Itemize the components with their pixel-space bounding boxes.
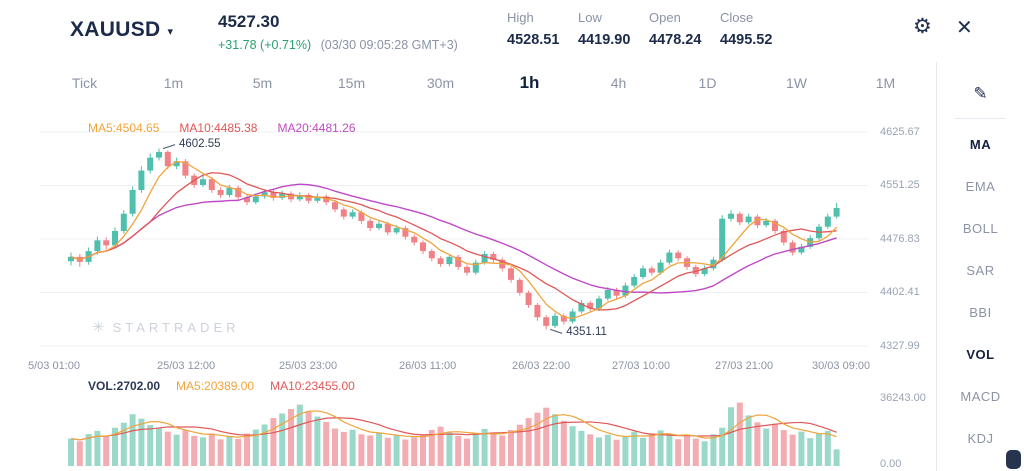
quote-timestamp: (03/30 09:05:28 GMT+3)	[320, 38, 458, 52]
price-axis-label: 4625.67	[880, 126, 920, 138]
timeframe-bar: Tick 1m 5m 15m 30m 1h 4h 1D 1W 1M	[40, 70, 930, 96]
vol-ma10-label: MA10:23455.00	[270, 379, 355, 393]
time-axis-label: 26/03 11:00	[399, 360, 457, 372]
last-price: 4527.30	[218, 12, 280, 31]
volume-indicator-labels: VOL:2702.00 MA5:20389.00 MA10:23455.00	[88, 379, 355, 393]
timeframe-tab[interactable]: Tick	[71, 75, 98, 91]
chevron-down-icon: ▾	[167, 26, 174, 38]
ma10-label: MA10:4485.38	[179, 121, 258, 135]
divider	[955, 118, 1006, 119]
ma5-label: MA5:4504.65	[88, 121, 160, 135]
stat-high: High 4528.51	[507, 10, 560, 48]
price-axis-label: 4402.41	[880, 286, 920, 298]
indicator-sidebar: ✎ MA EMA BOLL SAR BBI VOL MACD KDJ	[936, 62, 1024, 471]
price-block: 4527.30 +31.78 (+0.71%) (03/30 09:05:28 …	[218, 12, 458, 52]
close-icon[interactable]: ✕	[956, 17, 973, 39]
vol-label: VOL:2702.00	[88, 379, 161, 393]
symbol-label: XAUUSD	[70, 18, 161, 41]
volume-axis-label: 36243.00	[880, 392, 926, 404]
time-axis-label: 27/03 21:00	[715, 360, 774, 372]
settings-gear-icon[interactable]: ⚙	[913, 15, 932, 38]
time-axis-label: 27/03 10:00	[612, 360, 671, 372]
candlestick-chart[interactable]	[0, 0, 940, 471]
price-axis-label: 4476.83	[880, 233, 920, 245]
time-axis-label: 5/03 01:00	[28, 360, 80, 372]
stat-low: Low 4419.90	[578, 10, 631, 48]
star-icon: ✳	[92, 319, 105, 336]
annotation-low: 4351.11	[564, 326, 609, 339]
timeframe-tab[interactable]: 5m	[252, 75, 273, 91]
indicator-item[interactable]: SAR	[966, 262, 995, 278]
annotation-high: 4602.55	[177, 137, 223, 150]
indicator-item[interactable]: MA	[969, 136, 992, 152]
draw-pencil-icon[interactable]: ✎	[973, 84, 988, 103]
scrollbar-thumb[interactable]	[1006, 450, 1021, 469]
ma20-label: MA20:4481.26	[277, 121, 356, 135]
watermark: ✳ STARTRADER	[92, 319, 240, 336]
stat-close: Close 4495.52	[720, 10, 773, 48]
price-axis-label: 4551.25	[880, 179, 920, 191]
indicator-item[interactable]: KDJ	[967, 430, 994, 446]
volume-axis-label: 0.00	[880, 458, 902, 470]
vol-ma5-label: MA5:20389.00	[176, 379, 255, 393]
indicator-item[interactable]: VOL	[966, 346, 995, 362]
indicator-item[interactable]: BOLL	[962, 220, 999, 236]
time-axis-label: 25/03 23:00	[279, 360, 338, 372]
stat-open: Open 4478.24	[649, 10, 702, 48]
ma-indicator-labels: MA5:4504.65 MA10:4485.38 MA20:4481.26	[88, 121, 356, 135]
price-axis-label: 4327.99	[880, 340, 920, 352]
timeframe-tab[interactable]: 4h	[610, 75, 627, 91]
timeframe-tab[interactable]: 1D	[698, 75, 717, 91]
timeframe-tab[interactable]: 15m	[337, 75, 366, 91]
indicator-item[interactable]: EMA	[965, 178, 996, 194]
timeframe-tab[interactable]: 1M	[875, 75, 896, 91]
time-axis-label: 26/03 22:00	[512, 360, 571, 372]
timeframe-tab[interactable]: 1m	[163, 75, 184, 91]
indicator-item[interactable]: BBI	[969, 304, 992, 320]
symbol-selector[interactable]: XAUUSD ▾	[70, 18, 173, 42]
ohlc-stats: High 4528.51 Low 4419.90 Open 4478.24 Cl…	[507, 10, 774, 48]
timeframe-tab[interactable]: 30m	[426, 75, 455, 91]
price-change: +31.78 (+0.71%)	[218, 38, 312, 52]
indicator-item[interactable]: MACD	[960, 388, 1001, 404]
time-axis-label: 30/03 09:00	[812, 360, 871, 372]
timeframe-tab[interactable]: 1W	[786, 75, 807, 91]
time-axis-label: 25/03 12:00	[157, 360, 216, 372]
timeframe-tab[interactable]: 1h	[519, 73, 540, 92]
